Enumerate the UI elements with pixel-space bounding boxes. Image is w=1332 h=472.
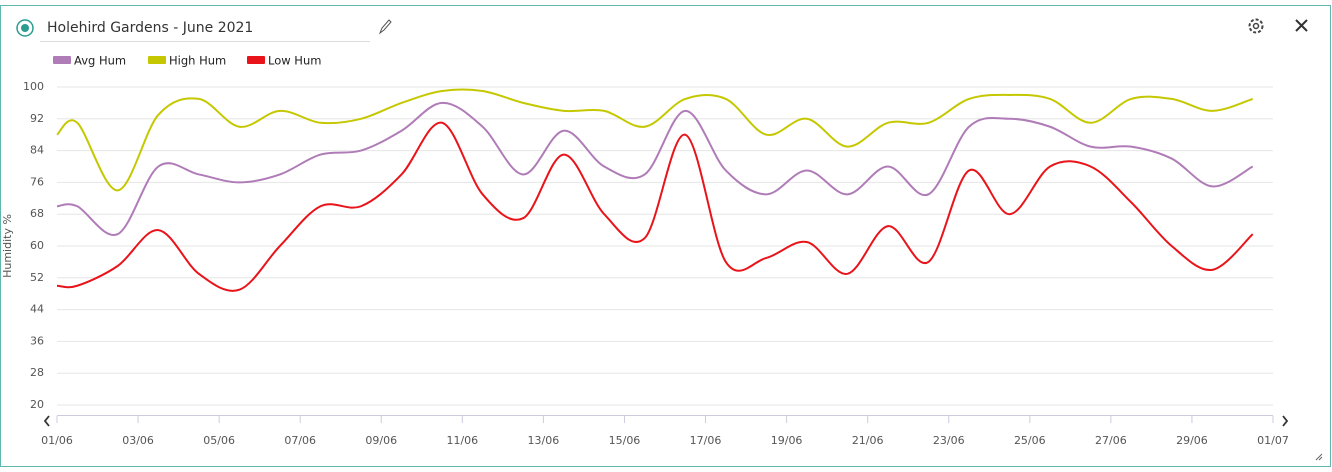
- y-tick-label: 68: [30, 207, 44, 220]
- legend-item: High Hum: [148, 54, 226, 68]
- close-icon[interactable]: [1295, 19, 1308, 32]
- widget-border: [0, 5, 1331, 467]
- x-tick-label: 21/06: [852, 434, 884, 447]
- y-tick-label: 60: [30, 239, 44, 252]
- series-line: [56, 121, 1254, 292]
- y-tick-label: 20: [30, 398, 44, 411]
- y-tick-label: 52: [30, 271, 44, 284]
- legend-swatch: [247, 56, 265, 64]
- edit-icon[interactable]: [378, 19, 392, 35]
- series-line: [56, 88, 1254, 192]
- gear-teeth: [1248, 18, 1264, 34]
- legend-swatch: [53, 56, 71, 64]
- legend-label: Avg Hum: [74, 54, 126, 68]
- x-tick-label: 23/06: [933, 434, 965, 447]
- settings-icon[interactable]: [1248, 18, 1264, 34]
- y-tick-label: 84: [30, 144, 44, 157]
- x-tick-label: 19/06: [771, 434, 803, 447]
- x-tick-label: 13/06: [528, 434, 560, 447]
- x-tick-label: 17/06: [690, 434, 722, 447]
- y-tick-label: 28: [30, 366, 44, 379]
- resize-handle[interactable]: [1315, 453, 1323, 461]
- x-tick-label: 01/06: [41, 434, 73, 447]
- y-tick-label: 92: [30, 112, 44, 125]
- scroll-left[interactable]: [43, 415, 50, 427]
- y-tick-label: 44: [30, 303, 44, 316]
- x-tick-label: 25/06: [1014, 434, 1046, 447]
- chart-title: Holehird Gardens - June 2021: [47, 20, 253, 36]
- x-tick-label: 15/06: [609, 434, 641, 447]
- status-icon[interactable]: [16, 19, 34, 37]
- x-tick-label: 11/06: [446, 434, 478, 447]
- x-tick-label: 01/07: [1257, 434, 1289, 447]
- gear-hub: [1252, 22, 1260, 30]
- x-tick-label: 07/06: [284, 434, 316, 447]
- x-tick-label: 03/06: [122, 434, 154, 447]
- legend-item: Avg Hum: [53, 54, 126, 68]
- legend-swatch: [148, 56, 166, 64]
- x-tick-label: 27/06: [1095, 434, 1127, 447]
- series-line: [56, 101, 1254, 236]
- legend-label: Low Hum: [268, 54, 321, 68]
- x-tick-label: 09/06: [365, 434, 397, 447]
- y-tick-label: 100: [23, 80, 44, 93]
- legend-label: High Hum: [169, 54, 226, 68]
- y-axis-label: Humidity %: [1, 214, 14, 278]
- x-tick-label: 29/06: [1176, 434, 1208, 447]
- status-dot: [21, 24, 29, 32]
- y-tick-label: 36: [30, 334, 44, 347]
- legend-item: Low Hum: [247, 54, 321, 68]
- y-tick-label: 76: [30, 175, 44, 188]
- x-tick-label: 05/06: [203, 434, 235, 447]
- scroll-right[interactable]: [1282, 415, 1289, 427]
